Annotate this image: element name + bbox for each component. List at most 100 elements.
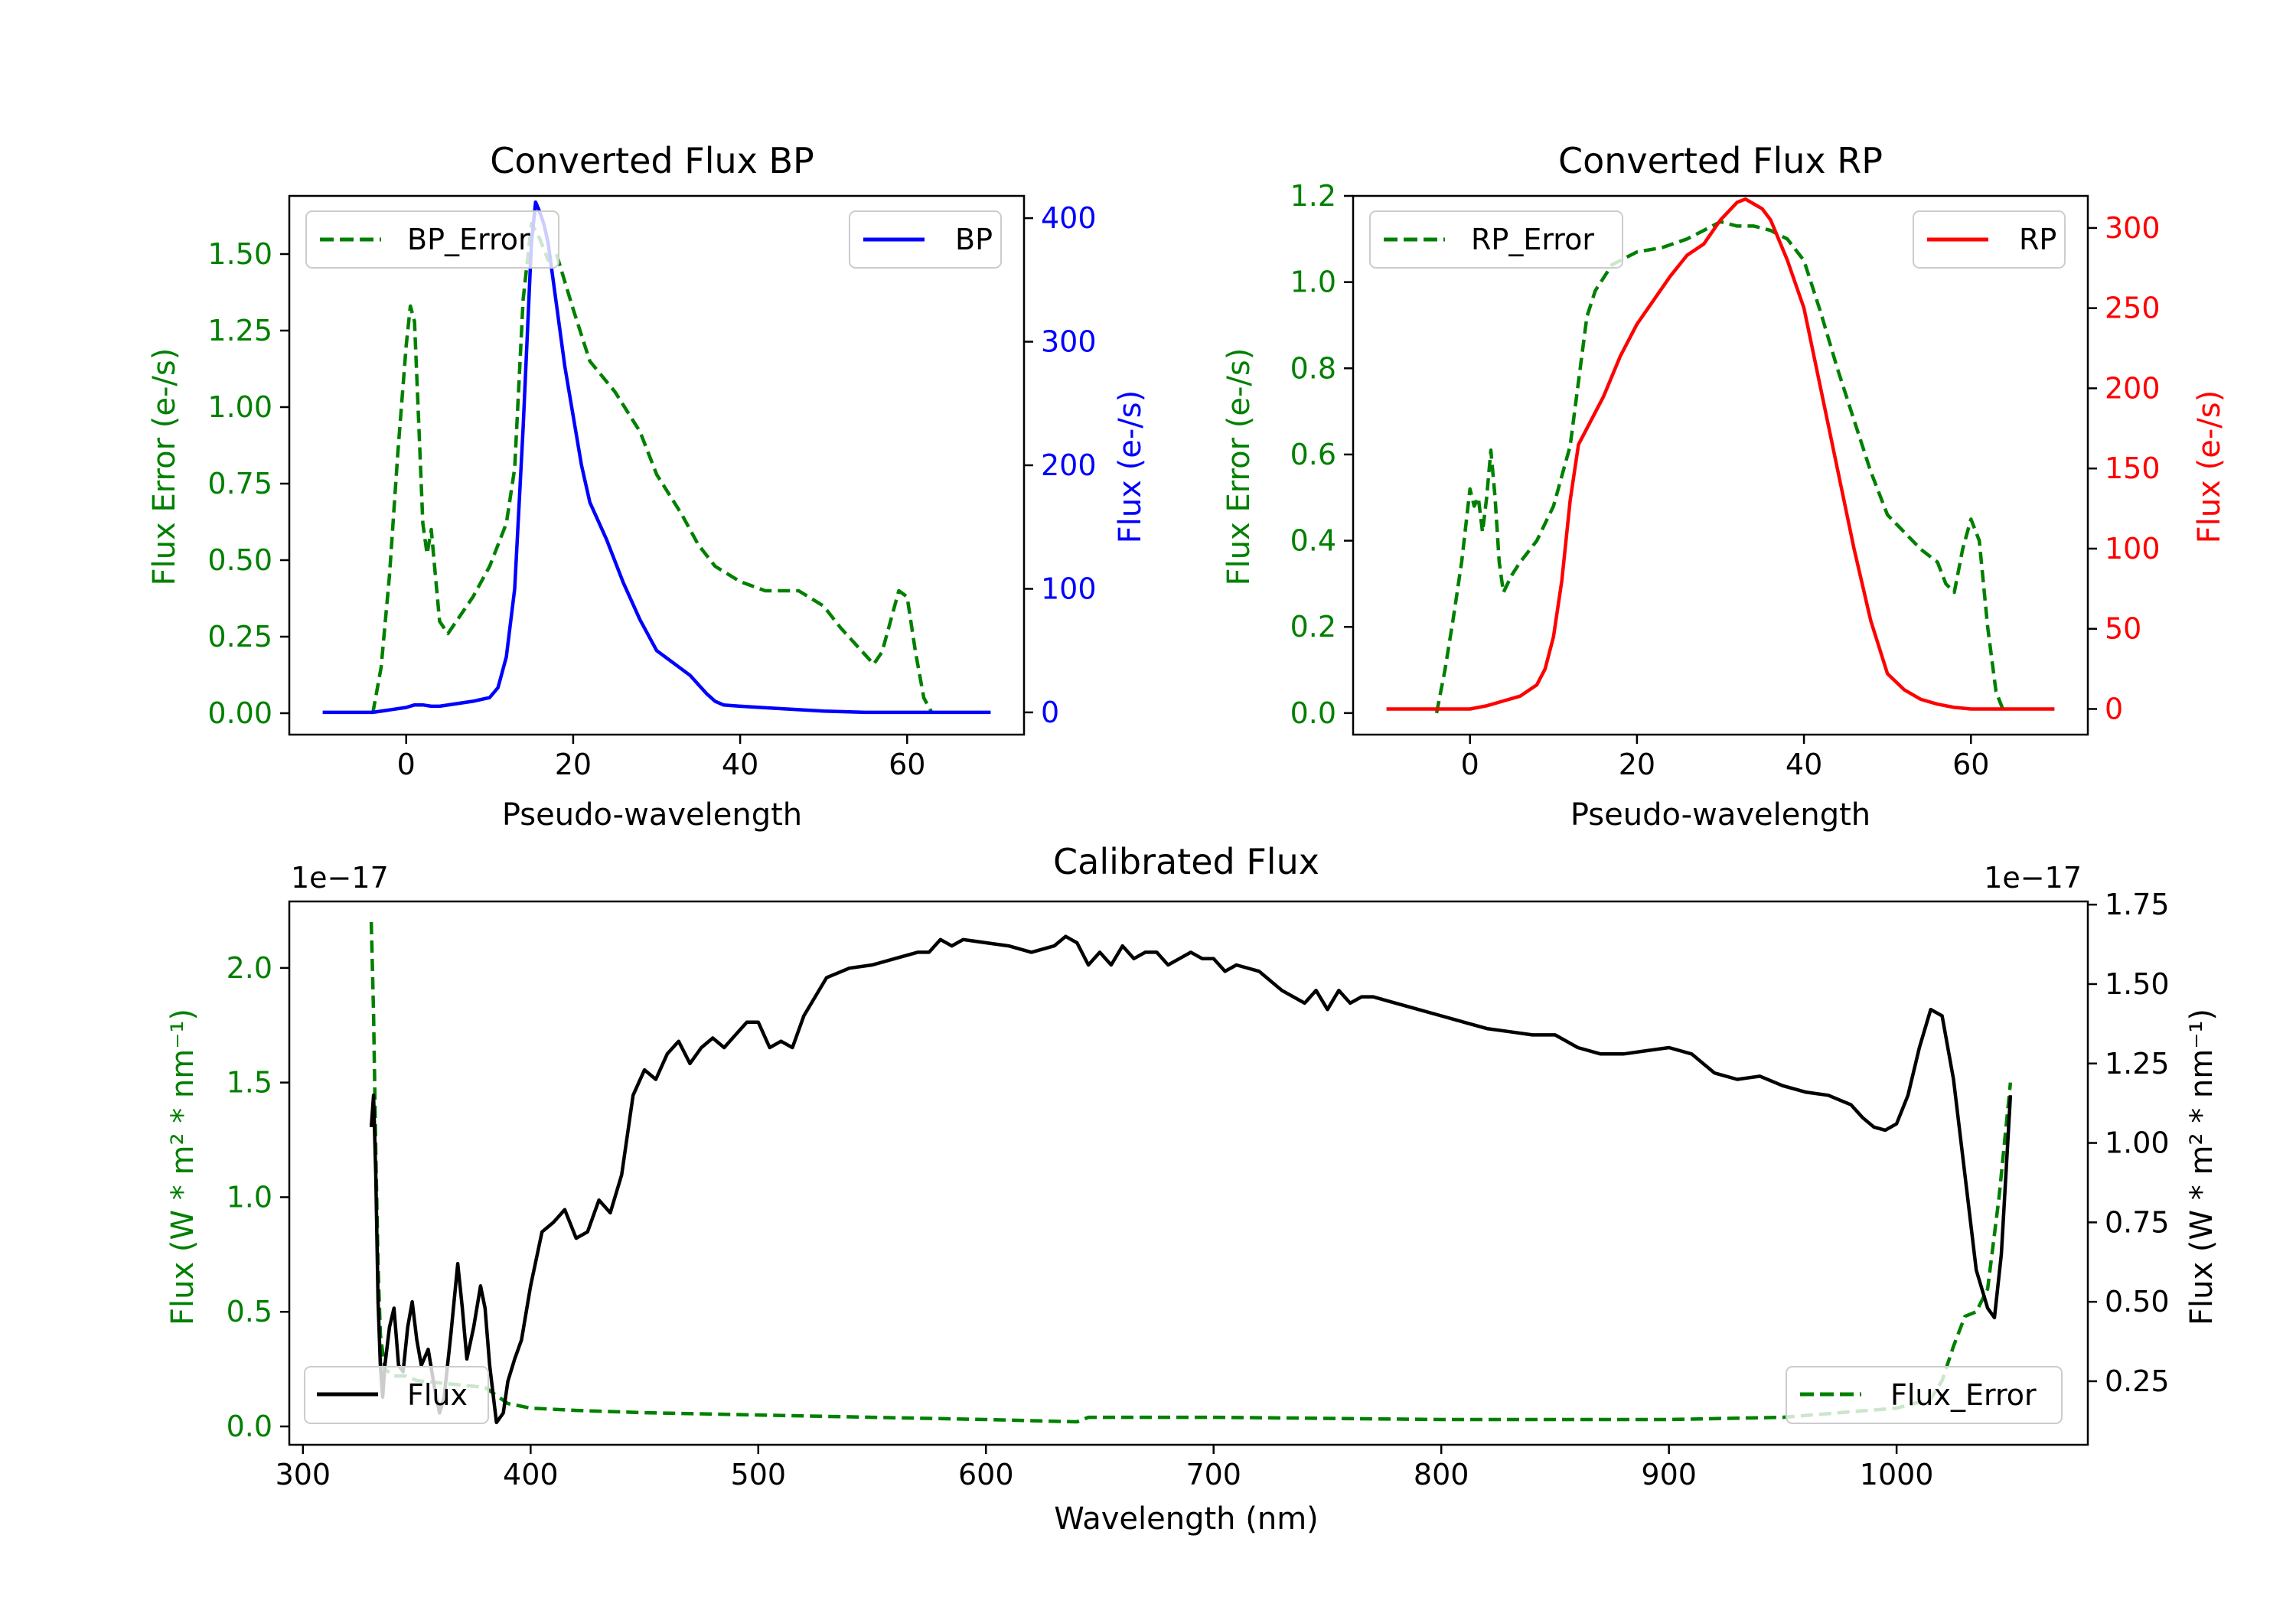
legend-rp: RP [1913, 210, 2066, 269]
y-right-tick-label: 0.75 [2105, 1205, 2170, 1239]
y-right-tick-label: 400 [1041, 201, 1097, 235]
legend-bp-error-label: BP_Error [407, 223, 530, 256]
y-right-tick-label: 300 [1041, 325, 1097, 359]
y-right-tick-label: 1.50 [2105, 967, 2170, 1001]
x-tick-label: 400 [503, 1458, 559, 1491]
plot-frame [1352, 194, 2089, 736]
legend-flux-error-label: Flux_Error [1890, 1378, 2037, 1412]
rp-x-axis-ticks: 0 20 40 60 [1461, 735, 1989, 781]
panel-calibrated-flux: Calibrated Flux 1e−17 1e−17 300 400 500 600… [165, 841, 2219, 1537]
y-right-tick-label: 300 [2105, 211, 2161, 245]
y-left-tick-label: 0.0 [227, 1410, 272, 1443]
calibrated-x-axis-ticks: 300 400 500 600 700 800 900 1000 [276, 1445, 1934, 1491]
y-axis-left-label-calibrated: Flux (W * m² * nm⁻¹) [165, 1009, 201, 1325]
x-tick-label: 60 [1952, 748, 1989, 781]
y-left-tick-label: 1.25 [207, 314, 272, 347]
y-left-tick-label: 1.2 [1290, 179, 1336, 213]
series-line-BP_Error [370, 221, 934, 715]
y-axis-right-label-rp: Flux (e-/s) [2192, 390, 2227, 543]
chart-title-calibrated: Calibrated Flux [1053, 841, 1319, 882]
x-tick-label: 800 [1414, 1458, 1469, 1491]
calibrated-left-axis-ticks: 0.0 0.5 1.0 1.5 2.0 [227, 951, 289, 1443]
y-left-tick-label: 2.0 [227, 951, 272, 985]
y-left-tick-label: 0.00 [207, 696, 272, 730]
y-axis-left-label-bp: Flux Error (e-/s) [147, 348, 182, 586]
chart-title-bp: Converted Flux BP [490, 140, 814, 181]
legend-calibrated-flux: Flux [304, 1366, 489, 1424]
x-tick-label: 700 [1186, 1458, 1241, 1491]
x-tick-label: 300 [276, 1458, 331, 1491]
y-left-tick-label: 1.0 [1290, 266, 1336, 299]
y-left-tick-label: 0.25 [207, 620, 272, 654]
x-tick-label: 0 [1461, 748, 1479, 781]
y-right-tick-label: 1.00 [2105, 1126, 2170, 1160]
y-left-tick-label: 1.50 [207, 237, 272, 271]
y-left-tick-label: 0.2 [1290, 610, 1336, 644]
series-line-RP [1386, 197, 2055, 711]
y-left-tick-label: 1.5 [227, 1066, 272, 1100]
x-tick-label: 60 [889, 748, 925, 781]
legend-rp-label: RP [2019, 223, 2056, 256]
y-left-tick-label: 0.8 [1290, 351, 1336, 385]
y-right-tick-label: 200 [1041, 448, 1097, 482]
series-line-Flux [369, 934, 2013, 1425]
rp-flux-series [1386, 197, 2055, 711]
y-right-tick-label: 1.25 [2105, 1047, 2170, 1081]
y-left-tick-label: 1.00 [207, 390, 272, 424]
series-line-Flux_Error [369, 921, 2013, 1424]
y-left-tick-label: 1.0 [227, 1180, 272, 1214]
x-tick-label: 0 [397, 748, 416, 781]
x-tick-label: 40 [1786, 748, 1822, 781]
panel-converted-flux-bp: Converted Flux BP 0 20 40 60 0.000.250.500.… [147, 140, 1148, 833]
calibrated-flux-series [369, 934, 2013, 1425]
bp-flux-series [322, 200, 991, 715]
x-tick-label: 900 [1641, 1458, 1697, 1491]
y-axis-left-label-rp: Flux Error (e-/s) [1221, 348, 1257, 586]
plot-frame-calibrated [288, 900, 2089, 1446]
chart-title-rp: Converted Flux RP [1558, 140, 1883, 181]
calibrated-error-series [369, 921, 2013, 1424]
y-left-tick-label: 0.75 [207, 467, 272, 500]
x-tick-label: 20 [555, 748, 592, 781]
y-right-tick-label: 0 [2105, 692, 2123, 725]
offset-label-right: 1e−17 [1984, 861, 2082, 895]
y-right-tick-label: 100 [2105, 532, 2161, 566]
x-tick-label: 40 [722, 748, 758, 781]
y-right-tick-label: 150 [2105, 451, 2161, 485]
legend-calibrated-flux-error: Flux_Error [1786, 1366, 2063, 1424]
plot-frame [288, 194, 1026, 736]
panel-converted-flux-rp: Converted Flux RP 0 20 40 60 0.00.20.40.60.… [1221, 140, 2227, 833]
y-axis-right-label-calibrated: Flux (W * m² * nm⁻¹) [2184, 1009, 2219, 1325]
y-axis-right-label-bp: Flux (e-/s) [1113, 390, 1148, 543]
y-right-tick-label: 200 [2105, 371, 2161, 405]
y-right-tick-label: 0.50 [2105, 1285, 2170, 1319]
x-axis-label-bp: Pseudo-wavelength [502, 797, 802, 833]
legend-bp: BP [849, 210, 1002, 269]
x-axis-label-rp: Pseudo-wavelength [1570, 797, 1870, 833]
legend-flux-label: Flux [407, 1378, 468, 1412]
rp-error-series [1434, 220, 2006, 714]
x-tick-label: 20 [1619, 748, 1655, 781]
bp-left-axis-ticks: 0.00 0.25 0.50 0.75 1.00 1.25 1.50 [207, 237, 289, 730]
x-axis-label-calibrated: Wavelength (nm) [1054, 1501, 1319, 1537]
plot-frame [288, 900, 2089, 1446]
y-right-tick-label: 50 [2105, 612, 2141, 646]
plot-frame-rp [1352, 194, 2089, 736]
y-left-tick-label: 0.4 [1290, 524, 1336, 558]
bp-error-series [370, 221, 934, 715]
legend-rp-error: RP_Error [1369, 210, 1623, 269]
y-right-tick-label: 100 [1041, 572, 1097, 605]
y-left-tick-label: 0.0 [1290, 696, 1336, 730]
series-line-RP_Error [1434, 220, 2006, 714]
bp-right-axis-ticks: 0 100 200 300 400 [1024, 201, 1097, 729]
offset-label-left: 1e−17 [291, 861, 389, 895]
legend-bp-error: BP_Error [305, 210, 559, 269]
x-tick-label: 600 [958, 1458, 1014, 1491]
y-right-tick-label: 0 [1041, 696, 1059, 729]
bp-x-axis-ticks: 0 20 40 60 [397, 735, 925, 781]
x-tick-label: 500 [731, 1458, 787, 1491]
x-tick-label: 1000 [1860, 1458, 1934, 1491]
y-right-tick-label: 0.25 [2105, 1364, 2170, 1398]
rp-left-axis-ticks: 0.0 0.2 0.4 0.6 0.8 1.0 1.2 [1290, 179, 1353, 730]
